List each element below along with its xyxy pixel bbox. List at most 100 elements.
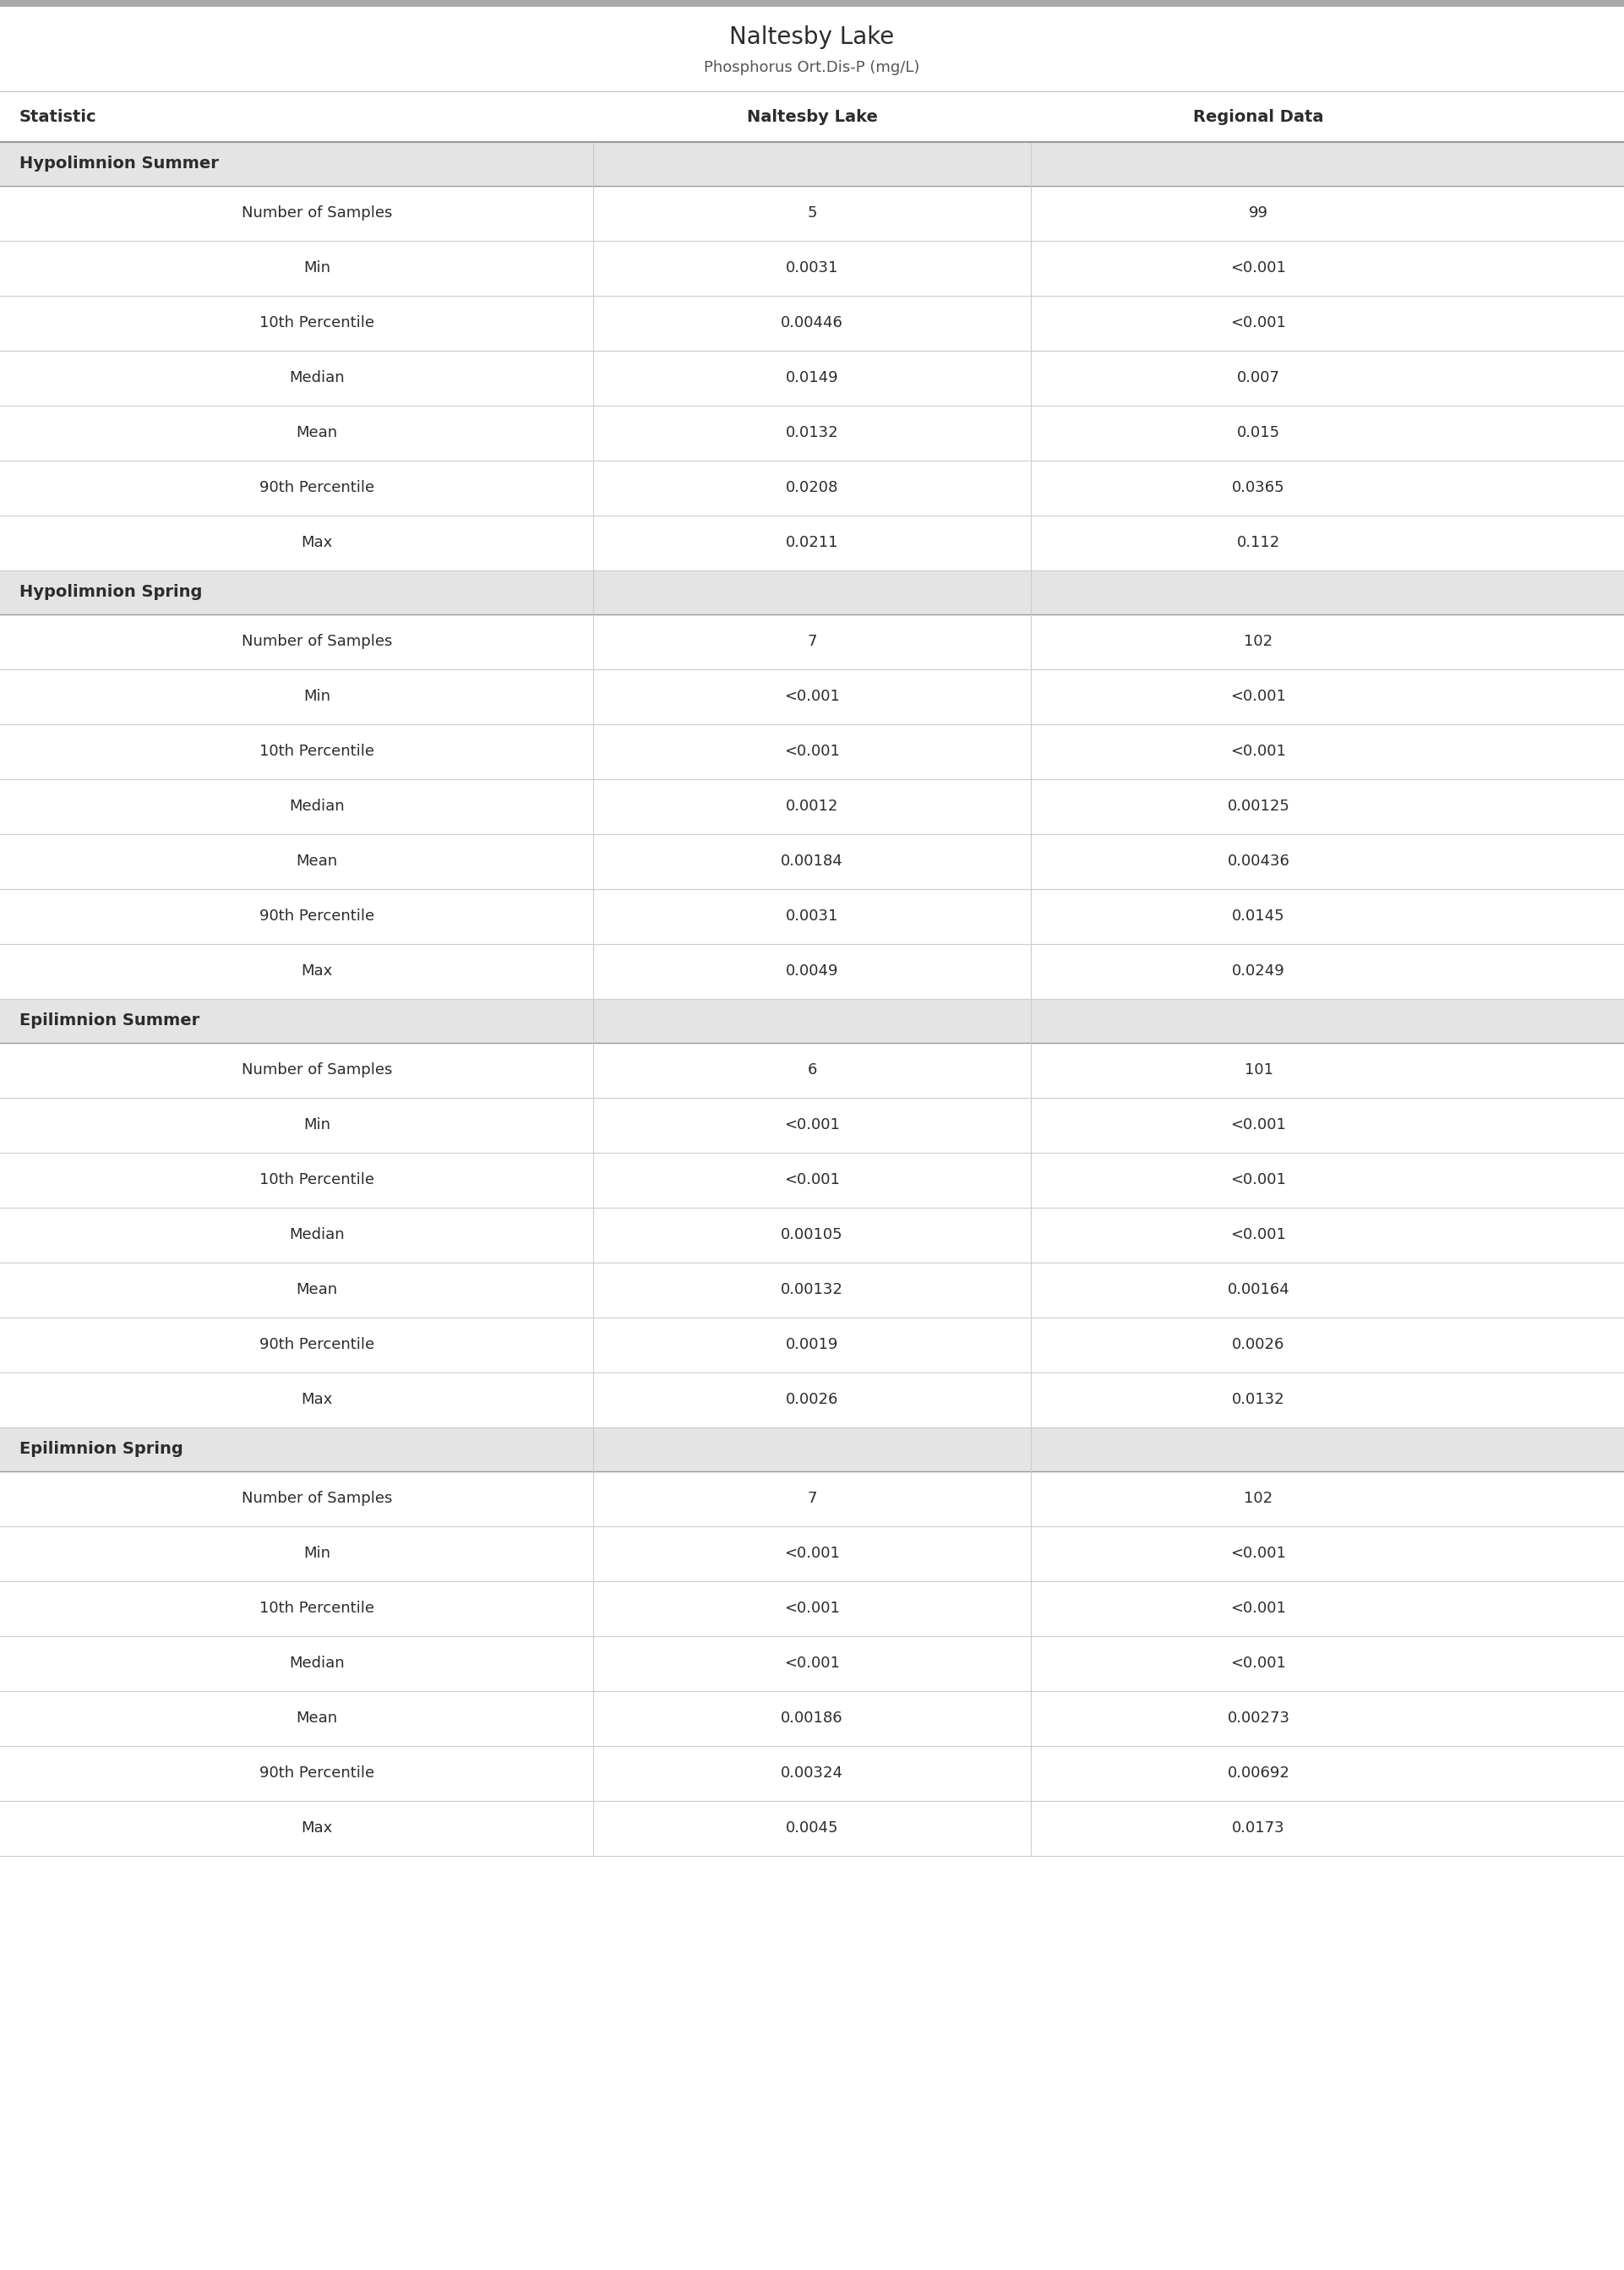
- Bar: [0, 1099, 1624, 1153]
- Bar: [0, 0, 1624, 7]
- Text: 0.0049: 0.0049: [786, 965, 838, 978]
- Text: 0.00446: 0.00446: [781, 316, 843, 331]
- Text: 0.00273: 0.00273: [1228, 1712, 1289, 1725]
- Bar: [0, 515, 1624, 570]
- Text: 0.007: 0.007: [1237, 370, 1280, 386]
- Text: Median: Median: [289, 1657, 344, 1671]
- Bar: [0, 1582, 1624, 1637]
- Text: Hypolimnion Summer: Hypolimnion Summer: [19, 157, 219, 173]
- Text: <0.001: <0.001: [784, 690, 840, 704]
- Bar: [0, 461, 1624, 515]
- Text: 0.00692: 0.00692: [1228, 1766, 1289, 1782]
- Text: <0.001: <0.001: [1231, 316, 1286, 331]
- Text: <0.001: <0.001: [784, 1600, 840, 1616]
- Text: <0.001: <0.001: [1231, 745, 1286, 760]
- Text: 90th Percentile: 90th Percentile: [260, 1766, 374, 1782]
- Text: <0.001: <0.001: [784, 745, 840, 760]
- Text: 90th Percentile: 90th Percentile: [260, 1337, 374, 1353]
- Text: Mean: Mean: [296, 424, 338, 440]
- Text: 102: 102: [1244, 633, 1273, 649]
- Bar: [0, 7, 1624, 91]
- Text: 90th Percentile: 90th Percentile: [260, 908, 374, 924]
- Bar: [0, 406, 1624, 461]
- Bar: [0, 1208, 1624, 1262]
- Text: Number of Samples: Number of Samples: [242, 633, 391, 649]
- Text: Mean: Mean: [296, 1283, 338, 1298]
- Text: <0.001: <0.001: [784, 1174, 840, 1187]
- Text: 10th Percentile: 10th Percentile: [260, 1174, 374, 1187]
- Text: <0.001: <0.001: [1231, 1117, 1286, 1133]
- Text: 0.00186: 0.00186: [781, 1712, 843, 1725]
- Text: 90th Percentile: 90th Percentile: [260, 481, 374, 495]
- Text: 0.00164: 0.00164: [1228, 1283, 1289, 1298]
- Text: 0.00132: 0.00132: [781, 1283, 843, 1298]
- Text: 10th Percentile: 10th Percentile: [260, 316, 374, 331]
- Text: <0.001: <0.001: [1231, 261, 1286, 277]
- Bar: [0, 615, 1624, 670]
- Text: Mean: Mean: [296, 1712, 338, 1725]
- Text: <0.001: <0.001: [1231, 1657, 1286, 1671]
- Bar: [0, 143, 1624, 186]
- Bar: [0, 1637, 1624, 1691]
- Text: <0.001: <0.001: [1231, 1228, 1286, 1242]
- Bar: [0, 241, 1624, 295]
- Bar: [0, 1800, 1624, 1857]
- Text: Hypolimnion Spring: Hypolimnion Spring: [19, 583, 203, 602]
- Bar: [0, 186, 1624, 241]
- Bar: [0, 779, 1624, 833]
- Text: <0.001: <0.001: [1231, 1600, 1286, 1616]
- Text: 0.0031: 0.0031: [786, 261, 838, 277]
- Text: 7: 7: [807, 1491, 817, 1507]
- Text: 0.00436: 0.00436: [1228, 854, 1289, 869]
- Text: 0.0208: 0.0208: [786, 481, 838, 495]
- Text: 0.0031: 0.0031: [786, 908, 838, 924]
- Text: 0.00125: 0.00125: [1228, 799, 1289, 815]
- Text: Min: Min: [304, 261, 330, 277]
- Text: Max: Max: [300, 1821, 333, 1836]
- Text: 0.0211: 0.0211: [786, 536, 838, 552]
- Text: 0.112: 0.112: [1237, 536, 1280, 552]
- Text: Number of Samples: Number of Samples: [242, 207, 391, 220]
- Bar: [0, 944, 1624, 999]
- Text: 0.0012: 0.0012: [786, 799, 838, 815]
- Text: <0.001: <0.001: [784, 1657, 840, 1671]
- Text: Max: Max: [300, 965, 333, 978]
- Text: Regional Data: Regional Data: [1194, 109, 1324, 125]
- Bar: [0, 1373, 1624, 1428]
- Bar: [0, 1691, 1624, 1746]
- Bar: [0, 1746, 1624, 1800]
- Text: Max: Max: [300, 536, 333, 552]
- Bar: [0, 1317, 1624, 1373]
- Text: Epilimnion Summer: Epilimnion Summer: [19, 1012, 200, 1028]
- Text: 0.0173: 0.0173: [1233, 1821, 1285, 1836]
- Text: 102: 102: [1244, 1491, 1273, 1507]
- Text: Statistic: Statistic: [19, 109, 97, 125]
- Text: 0.0249: 0.0249: [1233, 965, 1285, 978]
- Text: 0.0132: 0.0132: [1233, 1392, 1285, 1407]
- Text: <0.001: <0.001: [1231, 1546, 1286, 1562]
- Text: 0.00324: 0.00324: [781, 1766, 843, 1782]
- Text: Median: Median: [289, 1228, 344, 1242]
- Text: Naltesby Lake: Naltesby Lake: [729, 25, 895, 50]
- Text: 0.0026: 0.0026: [786, 1392, 838, 1407]
- Text: Median: Median: [289, 799, 344, 815]
- Text: Phosphorus Ort.Dis-P (mg/L): Phosphorus Ort.Dis-P (mg/L): [705, 59, 919, 75]
- Text: Median: Median: [289, 370, 344, 386]
- Text: 0.0145: 0.0145: [1233, 908, 1285, 924]
- Text: <0.001: <0.001: [1231, 690, 1286, 704]
- Text: Naltesby Lake: Naltesby Lake: [747, 109, 877, 125]
- Text: Epilimnion Spring: Epilimnion Spring: [19, 1441, 184, 1457]
- Text: Mean: Mean: [296, 854, 338, 869]
- Bar: [0, 1471, 1624, 1525]
- Text: 99: 99: [1249, 207, 1268, 220]
- Text: 7: 7: [807, 633, 817, 649]
- Bar: [0, 833, 1624, 890]
- Bar: [0, 570, 1624, 615]
- Text: <0.001: <0.001: [1231, 1174, 1286, 1187]
- Text: <0.001: <0.001: [784, 1546, 840, 1562]
- Bar: [0, 724, 1624, 779]
- Bar: [0, 1262, 1624, 1317]
- Text: Min: Min: [304, 690, 330, 704]
- Text: 0.0149: 0.0149: [786, 370, 838, 386]
- Text: 10th Percentile: 10th Percentile: [260, 745, 374, 760]
